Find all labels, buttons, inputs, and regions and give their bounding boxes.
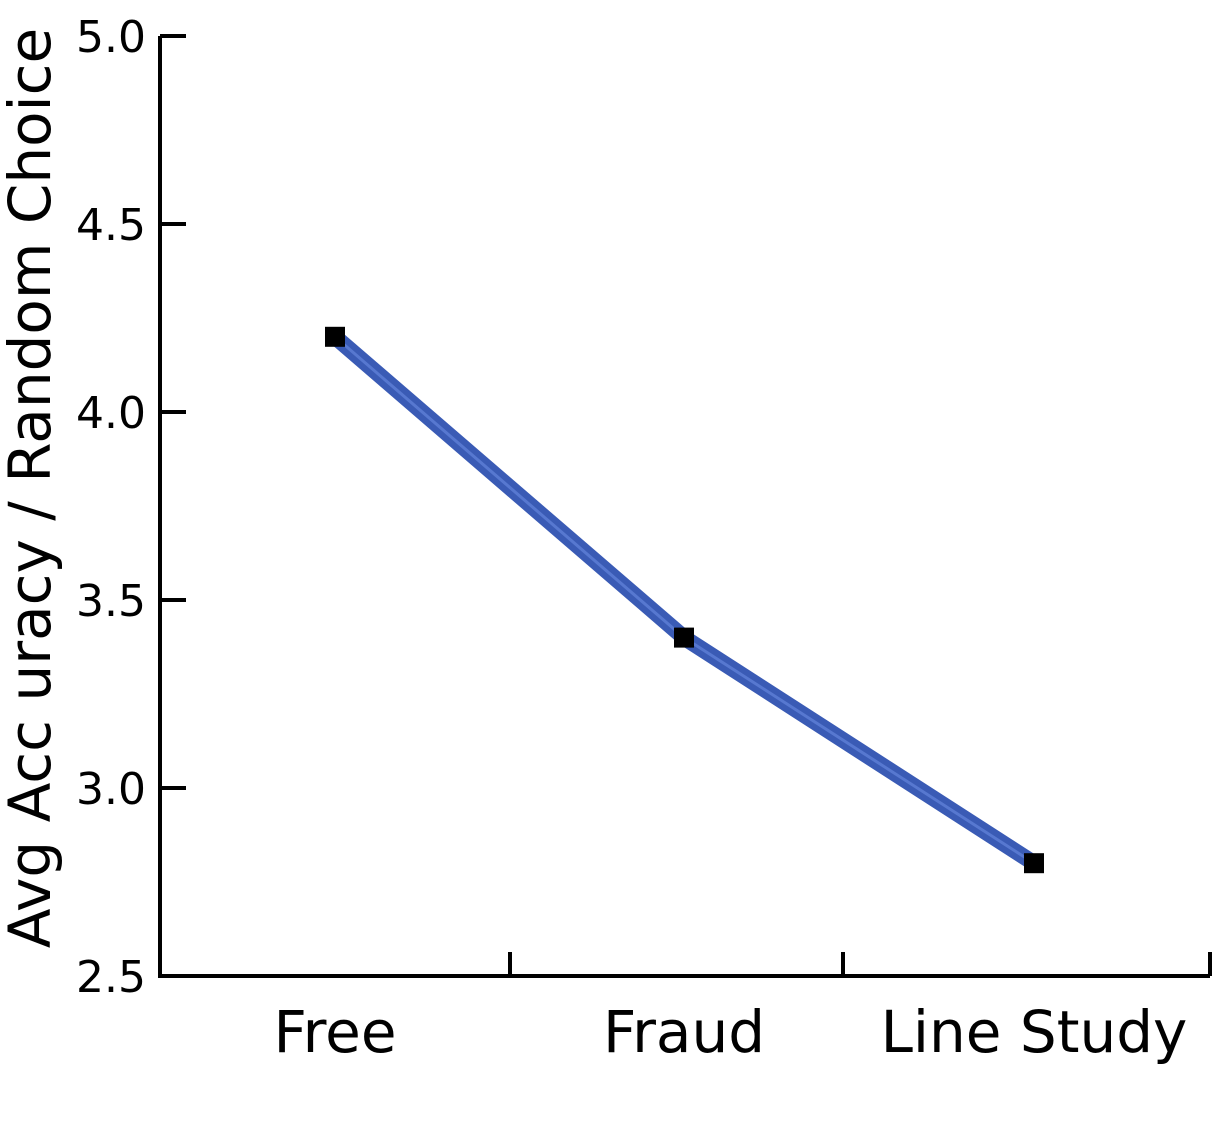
series-layer [327,328,1042,872]
y-tick-label: 3.0 [76,764,146,815]
x-tick-label: Free [273,998,396,1066]
series-line-highlight [333,335,1036,865]
y-axis-label: Avg Acc uracy / Random Choice [0,28,64,949]
y-tick-label: 4.0 [76,388,146,439]
data-point-marker [674,627,694,648]
marker-layer [325,326,1044,874]
x-ticks: Free Fraud Line Study [273,952,1212,1066]
y-tick-label: 5.0 [76,12,146,63]
data-point-marker [1024,853,1044,874]
y-ticks: 2.5 3.0 3.5 4.0 4.5 5.0 [76,12,186,1003]
x-tick-label: Fraud [603,998,765,1066]
y-tick-label: 2.5 [76,952,146,1003]
y-tick-label: 3.5 [76,576,146,627]
series-line [327,328,1042,872]
x-tick-label: Line Study [881,998,1188,1066]
data-point-marker [325,326,345,347]
y-tick-label: 4.5 [76,200,146,251]
axes [158,36,1210,978]
